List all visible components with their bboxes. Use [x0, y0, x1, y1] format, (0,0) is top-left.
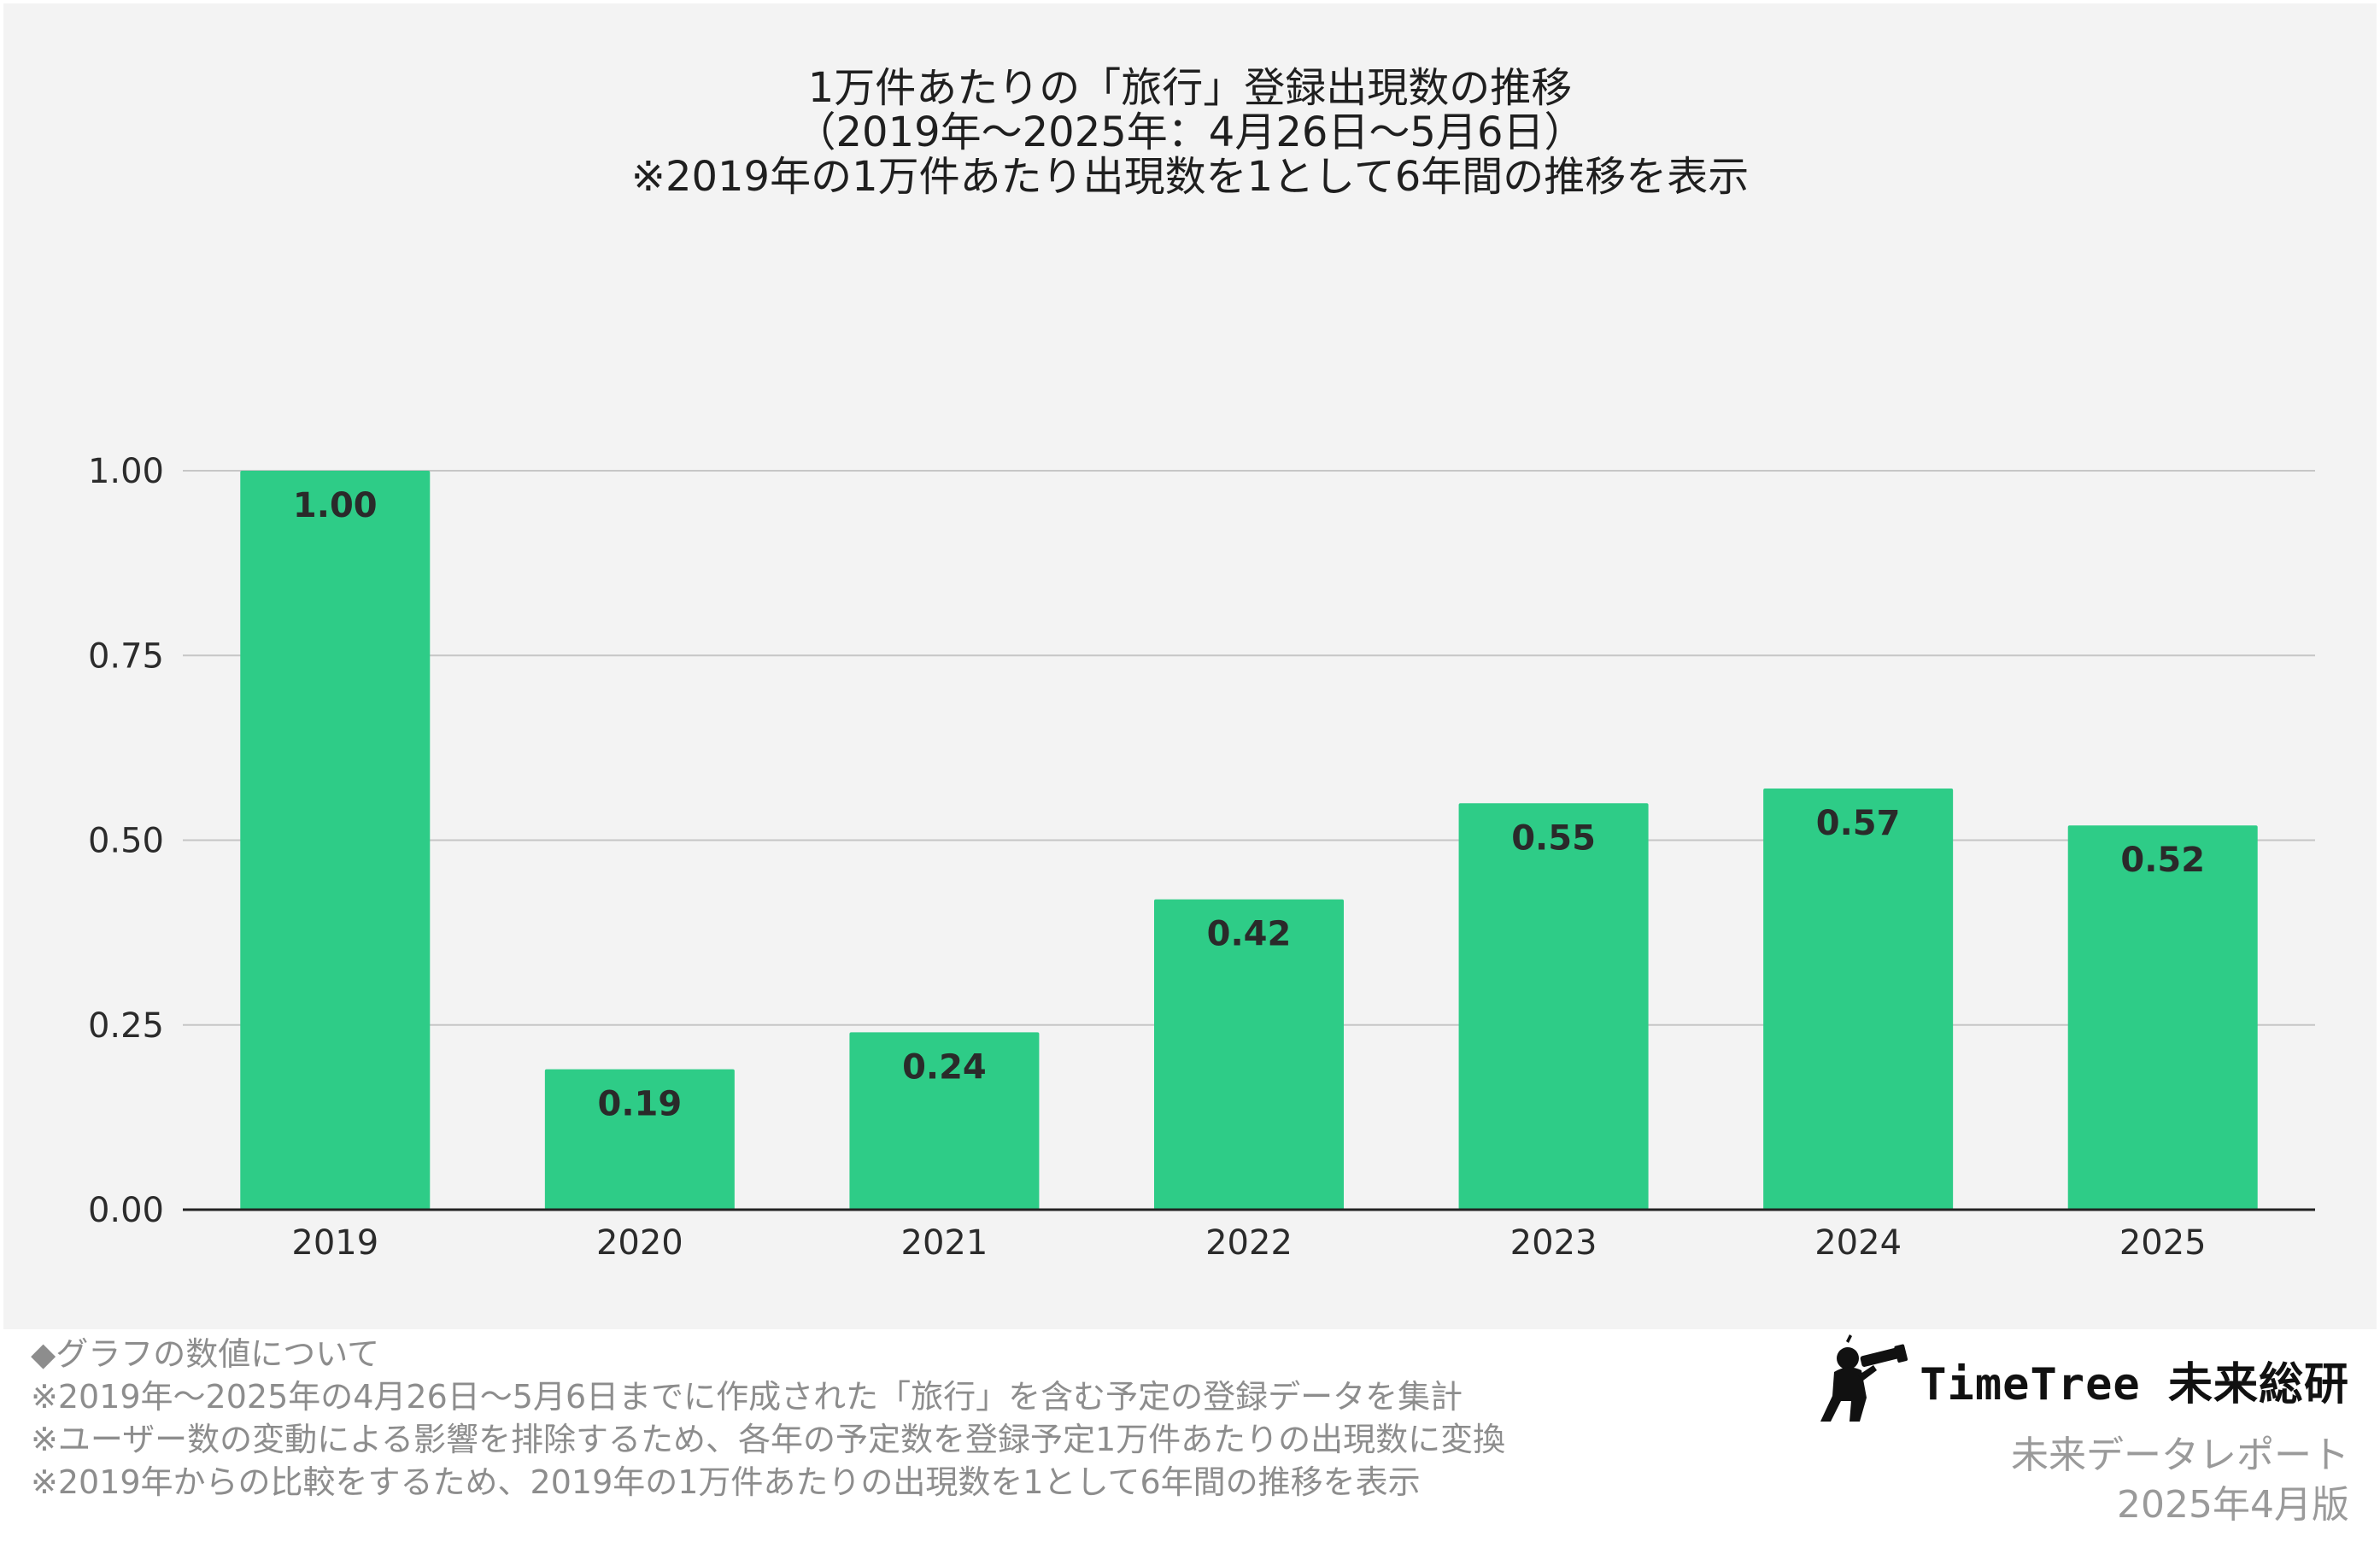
y-tick-label: 0.25	[88, 1006, 164, 1046]
report-edition: 2025年4月版	[2117, 1483, 2349, 1527]
brand-block: TimeTree 未来総研 未来データレポート 2025年4月版	[1815, 1328, 2349, 1530]
bar	[1154, 899, 1344, 1210]
y-tick-label: 1.00	[88, 452, 164, 491]
chart-title-line-1: 1万件あたりの「旅行」登録出現数の推移	[807, 64, 1573, 112]
x-tick-label: 2021	[901, 1223, 988, 1263]
bar-data-label: 0.57	[1816, 804, 1901, 843]
note-line: ※2019年〜2025年の4月26日〜5月6日までに作成された「旅行」を含む予定…	[31, 1378, 1463, 1416]
bar	[1458, 803, 1649, 1210]
telescope-person-icon	[1820, 1334, 1908, 1422]
x-tick-label: 2019	[291, 1223, 378, 1263]
notes-heading: ◆グラフの数値について	[31, 1335, 380, 1373]
y-tick-label: 0.75	[88, 636, 164, 676]
y-tick-label: 0.50	[88, 822, 164, 861]
bar-chart: 0.00 0.25 0.50 0.75 1.00 1.00 2019 0.19 2020 0.24…	[88, 452, 2315, 1263]
bar-data-label: 0.42	[1207, 915, 1292, 954]
x-tick-label: 2023	[1510, 1223, 1597, 1263]
y-tick-label: 0.00	[88, 1191, 164, 1230]
x-tick-label: 2024	[1814, 1223, 1902, 1263]
bar-data-label: 0.24	[902, 1047, 987, 1087]
bar	[2067, 825, 2258, 1210]
note-line: ※2019年からの比較をするため、2019年の1万件あたりの出現数を1として6年…	[31, 1463, 1421, 1501]
bar-data-label: 0.52	[2120, 841, 2205, 880]
bar	[1763, 788, 1954, 1210]
chart-panel: 1万件あたりの「旅行」登録出現数の推移 （2019年〜2025年：4月26日〜5…	[3, 3, 2377, 1329]
brand-logo: TimeTree 未来総研	[1815, 1328, 2349, 1431]
report-subtitle: 未来データレポート	[2011, 1434, 2349, 1477]
x-tick-label: 2022	[1205, 1223, 1293, 1263]
chart-title-line-2: （2019年〜2025年：4月26日〜5月6日）	[794, 108, 1586, 156]
brand-name: TimeTree 未来総研	[1920, 1358, 2349, 1410]
x-tick-label: 2025	[2119, 1223, 2207, 1263]
bar	[849, 1032, 1040, 1210]
bar-data-label: 0.19	[598, 1085, 683, 1124]
chart-title-line-3: ※2019年の1万件あたり出現数を1として6年間の推移を表示	[630, 153, 1750, 201]
note-line: ※ユーザー数の変動による影響を排除するため、各年の予定数を登録予定1万件あたりの…	[31, 1421, 1506, 1458]
bar	[544, 1069, 735, 1210]
x-tick-label: 2020	[596, 1223, 683, 1263]
bar	[240, 471, 431, 1210]
bar-data-label: 0.55	[1511, 818, 1596, 858]
bar-data-label: 1.00	[293, 486, 378, 525]
notes-section: ◆グラフの数値について ※2019年〜2025年の4月26日〜5月6日までに作成…	[31, 1333, 1505, 1504]
